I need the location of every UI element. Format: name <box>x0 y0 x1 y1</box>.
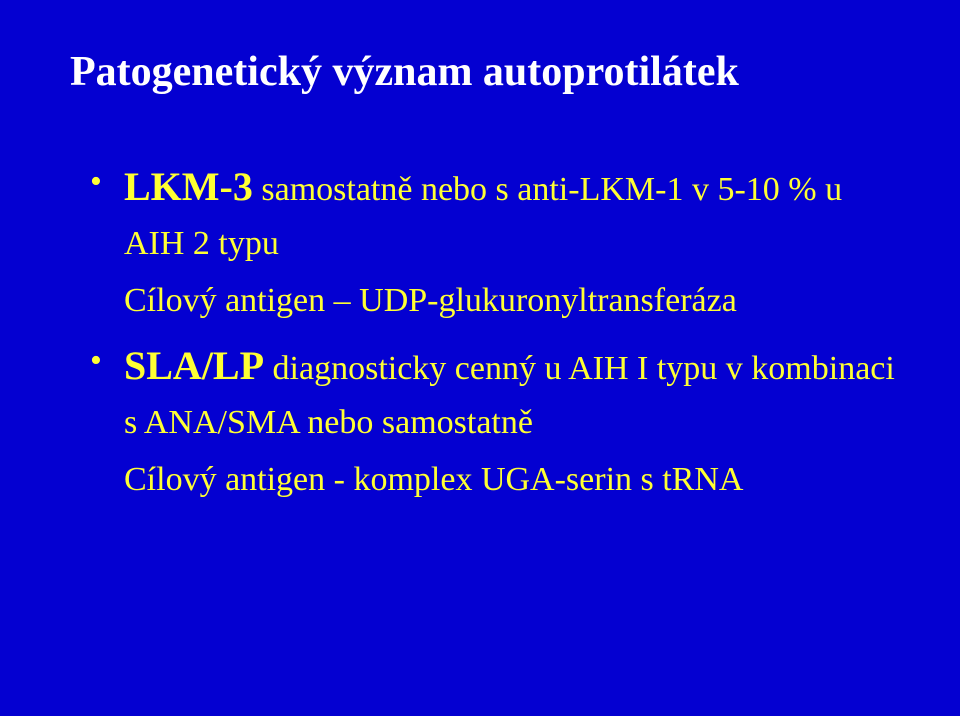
slide-content: • LKM-3 samostatně nebo s anti-LKM-1 v 5… <box>90 156 900 507</box>
bullet-marker: • <box>90 335 124 388</box>
spacer <box>90 327 900 335</box>
bullet-body: SLA/LP diagnosticky cenný u AIH I typu v… <box>124 335 900 450</box>
bullet-subline: Cílový antigen - komplex UGA-serin s tRN… <box>124 454 900 507</box>
bullet-term: LKM-3 <box>124 164 253 209</box>
bullet-item: • LKM-3 samostatně nebo s anti-LKM-1 v 5… <box>90 156 900 271</box>
slide-title: Patogenetický význam autoprotilátek <box>70 48 900 96</box>
slide: Patogenetický význam autoprotilátek • LK… <box>0 0 960 716</box>
bullet-marker: • <box>90 156 124 209</box>
bullet-subline: Cílový antigen – UDP-glukuronyltransferá… <box>124 275 900 328</box>
bullet-term: SLA/LP <box>124 343 264 388</box>
bullet-item: • SLA/LP diagnosticky cenný u AIH I typu… <box>90 335 900 450</box>
bullet-body: LKM-3 samostatně nebo s anti-LKM-1 v 5-1… <box>124 156 900 271</box>
